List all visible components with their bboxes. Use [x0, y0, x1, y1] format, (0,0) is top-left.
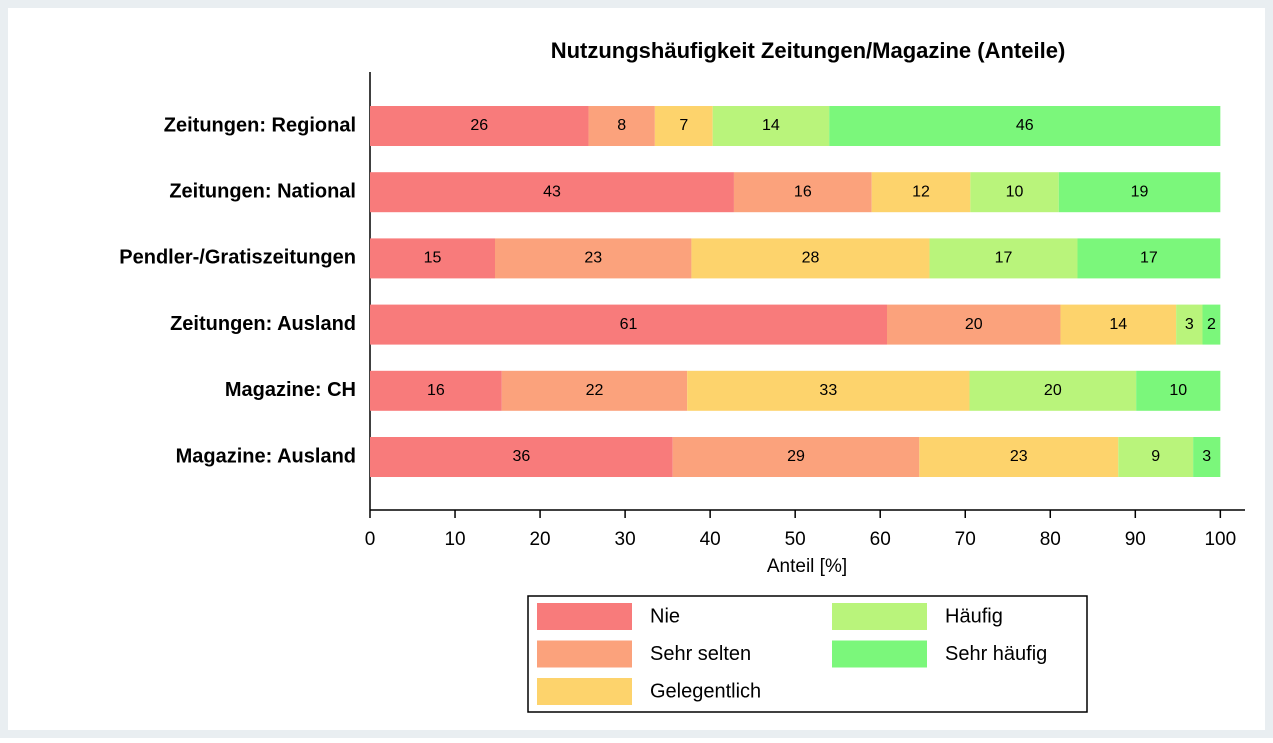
value-label: 12	[912, 183, 930, 200]
bar-segment	[370, 106, 589, 146]
bar-segment	[370, 172, 734, 213]
value-label: 16	[794, 183, 812, 200]
value-label: 17	[995, 250, 1013, 267]
x-tick-label: 60	[870, 529, 891, 550]
x-tick-label: 40	[700, 529, 721, 550]
x-tick-label: 0	[365, 529, 376, 550]
value-label: 10	[1006, 183, 1024, 200]
value-label: 23	[1010, 448, 1028, 465]
bar-segment	[712, 106, 830, 146]
legend-label: Sehr selten	[650, 643, 751, 665]
bar-segment	[1176, 304, 1203, 345]
x-tick-label: 90	[1125, 529, 1146, 550]
value-label: 43	[543, 183, 561, 200]
value-label: 46	[1016, 117, 1034, 134]
bar-segment	[1077, 238, 1221, 279]
value-label: 3	[1185, 316, 1194, 333]
bar-segment	[370, 437, 673, 477]
value-label: 29	[787, 448, 805, 465]
chart-title: Nutzungshäufigkeit Zeitungen/Magazine (A…	[551, 38, 1066, 63]
value-label: 33	[819, 382, 837, 399]
bar-segment	[970, 172, 1059, 213]
legend-swatch	[537, 678, 632, 705]
y-tick-label: Pendler-/Gratiszeitungen	[119, 247, 356, 269]
bar-segment	[588, 106, 655, 146]
bar-segment	[370, 370, 502, 411]
value-label: 9	[1151, 448, 1160, 465]
bar-segment	[501, 370, 688, 411]
value-label: 20	[965, 316, 983, 333]
bar-segment	[969, 370, 1137, 411]
legend-label: Sehr häufig	[945, 643, 1047, 665]
value-label: 3	[1202, 448, 1211, 465]
y-tick-label: Zeitungen: Ausland	[170, 313, 356, 335]
x-tick-label: 70	[955, 529, 976, 550]
value-label: 20	[1044, 382, 1062, 399]
bar-segment	[829, 106, 1221, 146]
y-tick-label: Magazine: Ausland	[176, 445, 356, 467]
value-label: 19	[1131, 183, 1149, 200]
x-tick-label: 20	[529, 529, 550, 550]
value-label: 2	[1207, 316, 1216, 333]
legend-swatch	[832, 640, 927, 668]
value-label: 23	[584, 250, 602, 267]
bar-segment	[370, 238, 495, 279]
value-label: 28	[802, 250, 820, 267]
x-axis-label: Anteil [%]	[767, 556, 847, 577]
value-label: 14	[1109, 316, 1127, 333]
bar-segment	[733, 172, 872, 213]
bar-segment	[1060, 304, 1177, 345]
legend-label: Nie	[650, 605, 680, 627]
value-label: 7	[679, 117, 688, 134]
bar-segment	[1058, 172, 1221, 213]
bar-segment	[929, 238, 1078, 279]
bar-segment	[1136, 370, 1221, 411]
value-label: 26	[470, 117, 488, 134]
bar-segment	[1193, 437, 1221, 477]
legend-label: Häufig	[945, 605, 1003, 627]
value-label: 17	[1140, 250, 1158, 267]
bar-segment	[887, 304, 1061, 345]
bar-segment	[1118, 437, 1194, 477]
value-label: 61	[620, 316, 638, 333]
x-tick-label: 80	[1040, 529, 1061, 550]
y-tick-label: Zeitungen: Regional	[164, 114, 356, 136]
y-tick-label: Zeitungen: National	[169, 180, 356, 202]
x-tick-label: 50	[785, 529, 806, 550]
legend-swatch	[537, 640, 632, 668]
bar-segment	[871, 172, 971, 213]
bar-segment	[495, 238, 692, 279]
value-label: 14	[762, 117, 780, 134]
bar-segment	[672, 437, 920, 477]
legend-label: Gelegentlich	[650, 680, 761, 702]
y-tick-label: Magazine: CH	[225, 379, 356, 401]
value-label: 15	[424, 250, 442, 267]
bar-segment	[687, 370, 970, 411]
bar-segment	[654, 106, 713, 146]
bar-segment	[919, 437, 1119, 477]
value-label: 36	[512, 448, 530, 465]
value-label: 8	[617, 117, 626, 134]
value-label: 22	[586, 382, 604, 399]
bar-segment	[691, 238, 930, 279]
x-tick-label: 10	[444, 529, 465, 550]
bar-segment	[1202, 304, 1221, 345]
value-label: 10	[1169, 382, 1187, 399]
x-tick-label: 100	[1204, 529, 1236, 550]
legend-swatch	[832, 603, 927, 630]
x-tick-label: 30	[615, 529, 636, 550]
legend-swatch	[537, 603, 632, 630]
value-label: 16	[427, 382, 445, 399]
bar-segment	[370, 304, 888, 345]
